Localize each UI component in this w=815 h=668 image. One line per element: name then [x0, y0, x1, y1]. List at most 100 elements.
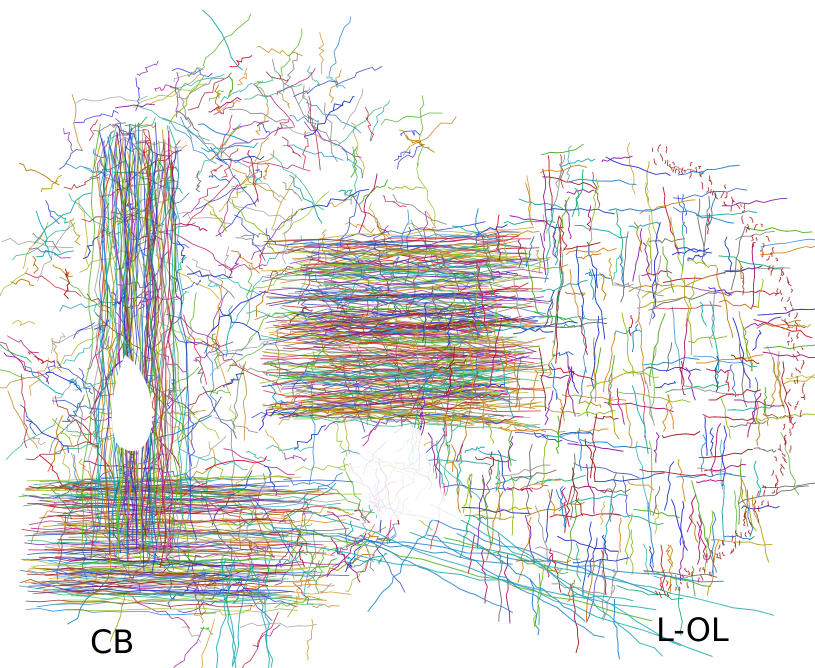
- cb-fiber: [133, 140, 142, 563]
- edge-dot: [731, 199, 734, 205]
- ol-fiber: [569, 269, 583, 324]
- ol-fiber: [594, 416, 619, 420]
- cb-fiber: [216, 354, 238, 365]
- long-fiber: [215, 557, 236, 668]
- ol-fiber: [551, 555, 562, 593]
- ol-fiber: [445, 412, 454, 448]
- ol-fiber: [651, 222, 661, 299]
- ol-fiber: [760, 238, 815, 248]
- ol-fiber: [557, 366, 573, 435]
- ol-fiber: [718, 255, 782, 270]
- cb-fiber: [124, 137, 138, 549]
- cb-fiber: [78, 458, 91, 478]
- cb-fiber: [239, 622, 317, 629]
- cb-fiber: [306, 618, 314, 661]
- cb-fiber: [89, 399, 98, 438]
- cb-fiber: [369, 100, 391, 141]
- ol-fiber: [727, 404, 775, 411]
- cb-fiber: [327, 506, 354, 516]
- edge-dot: [658, 591, 662, 599]
- long-fiber: [232, 558, 253, 666]
- ol-fiber: [632, 228, 643, 282]
- ol-fiber: [479, 282, 529, 296]
- cb-fiber: [399, 129, 435, 153]
- cb-fiber: [48, 567, 325, 579]
- cb-fiber: [227, 341, 269, 372]
- ol-fiber: [664, 461, 675, 511]
- ol-fiber: [497, 423, 524, 430]
- ol-fiber: [442, 484, 513, 491]
- ol-fiber: [696, 354, 764, 364]
- cb-fiber: [369, 297, 387, 306]
- ol-fiber: [464, 292, 498, 297]
- cb-fiber: [110, 149, 122, 539]
- cb-fiber: [228, 253, 241, 278]
- cb-fiber: [65, 607, 298, 613]
- ol-fiber: [584, 438, 596, 482]
- cb-fiber: [300, 189, 369, 211]
- cb-fiber: [344, 545, 362, 573]
- ol-fiber: [602, 330, 616, 393]
- cb-fiber: [68, 576, 261, 581]
- cb-fiber: [55, 598, 221, 605]
- edge-dot: [723, 201, 727, 206]
- edge-dot: [653, 158, 658, 166]
- edge-dot: [741, 221, 744, 225]
- ol-fiber: [415, 325, 419, 365]
- cb-fiber: [63, 268, 70, 300]
- ol-fiber: [707, 191, 717, 226]
- edge-dot: [769, 252, 773, 258]
- ol-fiber: [678, 540, 685, 581]
- ol-fiber: [685, 367, 696, 401]
- ol-fiber: [568, 366, 579, 394]
- ol-fiber: [730, 354, 760, 364]
- cb-fiber: [444, 444, 454, 472]
- cb-fiber: [312, 546, 327, 560]
- edge-dot: [781, 296, 784, 302]
- edge-dot: [790, 337, 793, 343]
- tract-fiber: [295, 262, 503, 279]
- cb-fiber: [62, 418, 84, 425]
- ol-fiber: [525, 444, 533, 515]
- cb-fiber: [375, 544, 406, 593]
- ol-fiber: [486, 240, 494, 297]
- ol-fiber: [643, 357, 700, 366]
- ol-fiber: [574, 428, 609, 435]
- ol-fiber: [520, 484, 549, 491]
- edge-dot: [753, 499, 757, 506]
- cb-fiber: [215, 198, 259, 237]
- ol-fiber: [482, 230, 540, 240]
- cb-fiber: [326, 511, 359, 545]
- cb-fiber: [153, 142, 170, 570]
- ol-fiber: [633, 221, 642, 253]
- tract-fiber: [272, 323, 540, 330]
- edge-dot: [787, 341, 790, 346]
- cb-fiber: [193, 347, 219, 363]
- cb-fiber: [0, 341, 27, 371]
- ol-fiber: [503, 554, 511, 624]
- tract-fiber: [260, 352, 529, 361]
- long-fiber: [221, 558, 237, 667]
- cb-fiber: [108, 143, 129, 562]
- ol-fiber: [761, 482, 815, 489]
- ol-fiber: [580, 317, 588, 355]
- cb-fiber: [33, 192, 92, 244]
- ol-fiber: [706, 537, 717, 573]
- ol-fiber: [628, 283, 675, 293]
- cb-fiber: [168, 125, 194, 522]
- ol-fiber: [780, 431, 800, 495]
- ol-fiber: [704, 510, 714, 574]
- ol-fiber: [506, 486, 533, 493]
- cb-fiber: [272, 207, 304, 231]
- cb-fiber: [444, 444, 454, 472]
- cb-fiber: [171, 223, 208, 232]
- cb-fiber: [220, 519, 282, 532]
- edge-dot: [803, 394, 806, 399]
- tract-fiber: [265, 347, 526, 355]
- edge-dot: [741, 215, 744, 222]
- ol-fiber: [518, 198, 564, 210]
- edge-dot: [785, 388, 791, 396]
- ol-fiber: [481, 384, 489, 430]
- ol-fiber: [545, 208, 615, 215]
